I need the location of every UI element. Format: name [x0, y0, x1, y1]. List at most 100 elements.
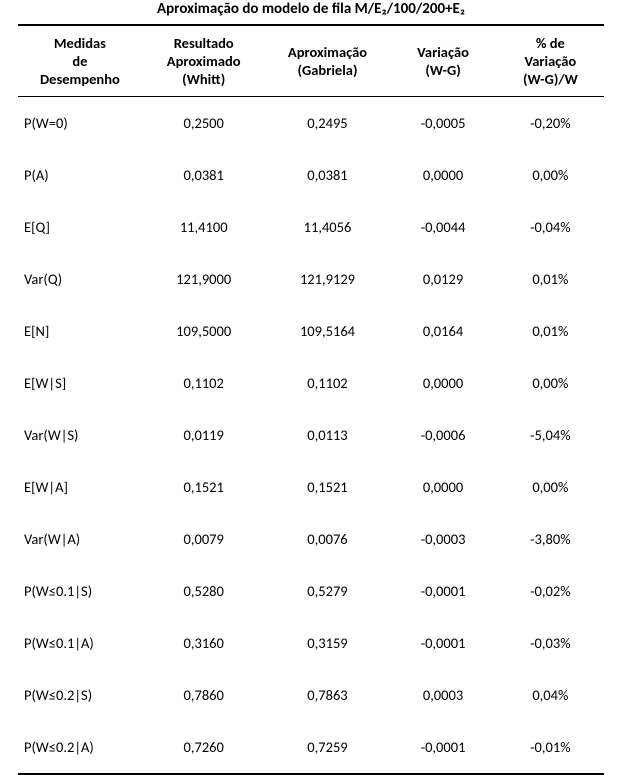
cell-whitt: 0,7860: [142, 669, 266, 721]
cell-pct: -0,04%: [497, 201, 604, 253]
header-text: Variação: [524, 52, 576, 70]
cell-whitt: 0,0119: [142, 409, 266, 461]
cell-gabriela: 0,7863: [266, 669, 390, 721]
cell-gabriela: 0,0113: [266, 409, 390, 461]
cell-measure: P(W=0): [18, 97, 142, 150]
cell-measure: E[Q]: [18, 201, 142, 253]
table-row: P(W=0) 0,2500 0,2495 -0,0005 -0,20%: [18, 97, 604, 150]
cell-pct: -0,01%: [497, 721, 604, 774]
cell-variation: -0,0001: [389, 721, 496, 774]
cell-variation: -0,0001: [389, 565, 496, 617]
cell-pct: 0,04%: [497, 669, 604, 721]
header-text: Aproximação: [288, 43, 367, 61]
cell-pct: -0,03%: [497, 617, 604, 669]
cell-measure: P(W≤0.1|S): [18, 565, 142, 617]
cell-measure: P(A): [18, 149, 142, 201]
col-header-whitt: Resultado Aproximado (Whitt): [142, 25, 266, 97]
table-row: Var(W|A) 0,0079 0,0076 -0,0003 -3,80%: [18, 513, 604, 565]
cell-whitt: 121,9000: [142, 253, 266, 305]
cell-gabriela: 0,3159: [266, 617, 390, 669]
cell-variation: 0,0164: [389, 305, 496, 357]
col-header-pct-variation: % de Variação (W-G)/W: [497, 25, 604, 97]
cell-whitt: 11,4100: [142, 201, 266, 253]
cell-variation: 0,0000: [389, 149, 496, 201]
col-header-measure: Medidas de Desempenho: [18, 25, 142, 97]
cell-whitt: 0,0381: [142, 149, 266, 201]
cell-gabriela: 0,0381: [266, 149, 390, 201]
cell-pct: 0,00%: [497, 461, 604, 513]
cell-whitt: 0,1521: [142, 461, 266, 513]
cell-whitt: 0,1102: [142, 357, 266, 409]
cell-gabriela: 109,5164: [266, 305, 390, 357]
col-header-variation: Variação (W-G): [389, 25, 496, 97]
cell-variation: -0,0003: [389, 513, 496, 565]
table-row: P(W≤0.1|A) 0,3160 0,3159 -0,0001 -0,03%: [18, 617, 604, 669]
cell-variation: -0,0001: [389, 617, 496, 669]
cell-gabriela: 0,1102: [266, 357, 390, 409]
cell-whitt: 0,3160: [142, 617, 266, 669]
cell-variation: 0,0000: [389, 461, 496, 513]
header-text: de: [72, 52, 87, 70]
cell-measure: P(W≤0.2|S): [18, 669, 142, 721]
cell-gabriela: 0,5279: [266, 565, 390, 617]
header-text: (Gabriela): [298, 61, 358, 79]
cell-measure: E[N]: [18, 305, 142, 357]
cell-gabriela: 11,4056: [266, 201, 390, 253]
cell-gabriela: 121,9129: [266, 253, 390, 305]
table-caption: Aproximação do modelo de fila M/E₂/100/2…: [18, 0, 604, 24]
cell-variation: -0,0005: [389, 97, 496, 150]
header-text: (W-G): [425, 61, 460, 79]
table-row: P(A) 0,0381 0,0381 0,0000 0,00%: [18, 149, 604, 201]
cell-gabriela: 0,2495: [266, 97, 390, 150]
table-row: E[W|A] 0,1521 0,1521 0,0000 0,00%: [18, 461, 604, 513]
cell-pct: 0,01%: [497, 305, 604, 357]
cell-variation: -0,0006: [389, 409, 496, 461]
table-header-row: Medidas de Desempenho Resultado Aproxima…: [18, 25, 604, 97]
cell-measure: Var(W|S): [18, 409, 142, 461]
cell-whitt: 109,5000: [142, 305, 266, 357]
cell-variation: 0,0003: [389, 669, 496, 721]
table-row: Var(Q) 121,9000 121,9129 0,0129 0,01%: [18, 253, 604, 305]
header-text: Aproximado: [167, 52, 241, 70]
cell-measure: E[W|A]: [18, 461, 142, 513]
table-row: P(W≤0.2|A) 0,7260 0,7259 -0,0001 -0,01%: [18, 721, 604, 774]
cell-pct: 0,00%: [497, 357, 604, 409]
header-text: Resultado: [174, 34, 234, 52]
cell-variation: -0,0044: [389, 201, 496, 253]
header-text: % de: [536, 34, 565, 52]
cell-pct: -0,20%: [497, 97, 604, 150]
header-text: Variação: [417, 43, 469, 61]
header-text: Medidas: [54, 34, 106, 52]
cell-pct: -5,04%: [497, 409, 604, 461]
cell-gabriela: 0,7259: [266, 721, 390, 774]
table-row: P(W≤0.2|S) 0,7860 0,7863 0,0003 0,04%: [18, 669, 604, 721]
cell-pct: 0,01%: [497, 253, 604, 305]
cell-pct: -0,02%: [497, 565, 604, 617]
table-body: P(W=0) 0,2500 0,2495 -0,0005 -0,20% P(A)…: [18, 97, 604, 775]
cell-whitt: 0,5280: [142, 565, 266, 617]
cell-measure: E[W|S]: [18, 357, 142, 409]
header-text: Desempenho: [40, 70, 120, 88]
header-text: (W-G)/W: [523, 70, 578, 88]
table-row: E[W|S] 0,1102 0,1102 0,0000 0,00%: [18, 357, 604, 409]
table-row: Var(W|S) 0,0119 0,0113 -0,0006 -5,04%: [18, 409, 604, 461]
cell-whitt: 0,2500: [142, 97, 266, 150]
table-row: E[Q] 11,4100 11,4056 -0,0044 -0,04%: [18, 201, 604, 253]
cell-gabriela: 0,0076: [266, 513, 390, 565]
cell-whitt: 0,0079: [142, 513, 266, 565]
cell-measure: P(W≤0.1|A): [18, 617, 142, 669]
cell-gabriela: 0,1521: [266, 461, 390, 513]
cell-pct: 0,00%: [497, 149, 604, 201]
cell-measure: Var(W|A): [18, 513, 142, 565]
col-header-gabriela: Aproximação (Gabriela): [266, 25, 390, 97]
cell-measure: Var(Q): [18, 253, 142, 305]
table-row: P(W≤0.1|S) 0,5280 0,5279 -0,0001 -0,02%: [18, 565, 604, 617]
performance-table: Medidas de Desempenho Resultado Aproxima…: [18, 24, 604, 775]
table-row: E[N] 109,5000 109,5164 0,0164 0,01%: [18, 305, 604, 357]
cell-measure: P(W≤0.2|A): [18, 721, 142, 774]
cell-pct: -3,80%: [497, 513, 604, 565]
cell-variation: 0,0000: [389, 357, 496, 409]
header-text: (Whitt): [182, 70, 225, 88]
cell-variation: 0,0129: [389, 253, 496, 305]
cell-whitt: 0,7260: [142, 721, 266, 774]
